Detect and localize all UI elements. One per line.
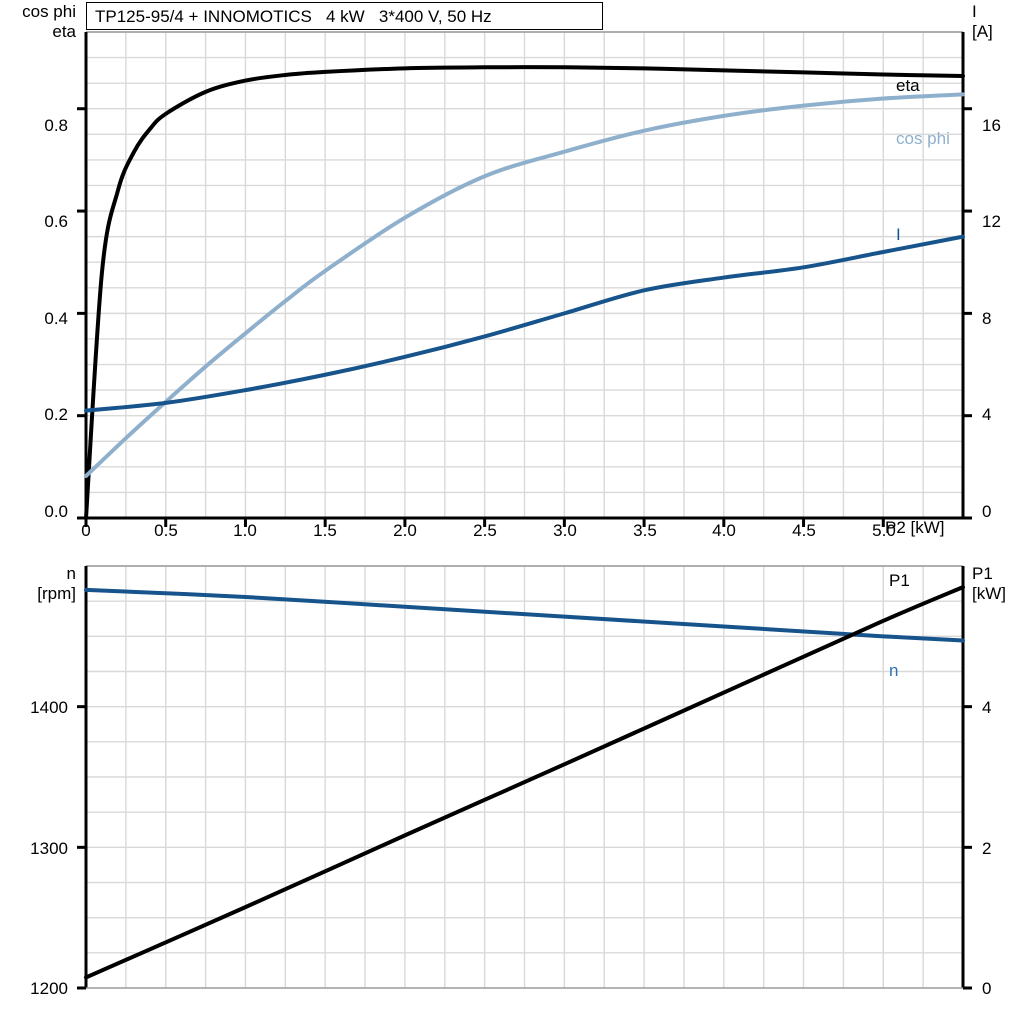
bottom-right-axis-caption-line1: P1 — [972, 564, 993, 583]
top-left-tick-2: 0.4 — [44, 309, 68, 328]
bottom-left-axis-caption-line2: [rpm] — [37, 584, 76, 603]
bottom-left-tick-1: 1300 — [30, 839, 68, 858]
curve-label-eta: eta — [896, 76, 920, 95]
top-x-tick-3: 1.5 — [313, 521, 337, 540]
top-left-tick-0: 0.0 — [44, 502, 68, 521]
curve-label-current: I — [896, 225, 901, 244]
top-left-tick-3: 0.6 — [44, 212, 68, 231]
top-x-tick-4: 2.0 — [393, 521, 417, 540]
chart-title: TP125-95/4 + INNOMOTICS 4 kW 3*400 V, 50… — [95, 7, 492, 26]
top-x-tick-7: 3.5 — [633, 521, 657, 540]
top-left-axis-caption-line2: eta — [52, 22, 76, 41]
top-right-tick-2: 8 — [982, 309, 992, 328]
bottom-left-tick-2: 1400 — [30, 698, 68, 717]
top-x-axis-caption: P2 [kW] — [885, 518, 945, 537]
top-right-tick-0: 0 — [982, 502, 992, 521]
bottom-chart-panel: n [rpm] P1 [kW] 1200 1300 1400 0 2 4 P1 … — [0, 552, 1024, 1024]
top-x-tick-9: 4.5 — [792, 521, 816, 540]
bottom-right-axis-caption-line2: [kW] — [972, 584, 1006, 603]
curve-label-speed: n — [889, 661, 899, 680]
top-right-tick-3: 12 — [982, 212, 1001, 231]
top-left-axis-caption-line1: cos phi — [22, 2, 76, 21]
top-x-tick-1: 0.5 — [154, 521, 178, 540]
top-left-tick-4: 0.8 — [44, 116, 68, 135]
top-right-axis-caption-line2: [A] — [972, 22, 993, 41]
bottom-left-tick-0: 1200 — [30, 979, 68, 998]
top-x-tick-0: 0 — [81, 521, 91, 540]
top-chart-panel: TP125-95/4 + INNOMOTICS 4 kW 3*400 V, 50… — [22, 2, 1001, 540]
bottom-right-tick-1: 2 — [982, 839, 992, 858]
curve-label-p1: P1 — [889, 571, 910, 590]
bottom-left-axis-caption-line1: n — [66, 564, 76, 583]
top-x-tick-8: 4.0 — [712, 521, 736, 540]
top-x-tick-10: 5.0 — [872, 521, 896, 540]
top-right-tick-4: 16 — [982, 116, 1001, 135]
top-left-tick-1: 0.2 — [44, 405, 68, 424]
chart-title-box: TP125-95/4 + INNOMOTICS 4 kW 3*400 V, 50… — [86, 2, 603, 30]
top-x-tick-2: 1.0 — [233, 521, 257, 540]
top-right-axis-caption-line1: I — [972, 2, 977, 21]
top-right-tick-1: 4 — [982, 405, 992, 424]
top-x-tick-5: 2.5 — [473, 521, 497, 540]
bottom-right-tick-0: 0 — [982, 979, 992, 998]
top-chart-plot — [77, 31, 972, 527]
bottom-chart-plot — [77, 565, 972, 990]
bottom-right-tick-2: 4 — [982, 698, 992, 717]
curve-label-cos-phi: cos phi — [896, 129, 950, 148]
top-x-tick-6: 3.0 — [553, 521, 577, 540]
